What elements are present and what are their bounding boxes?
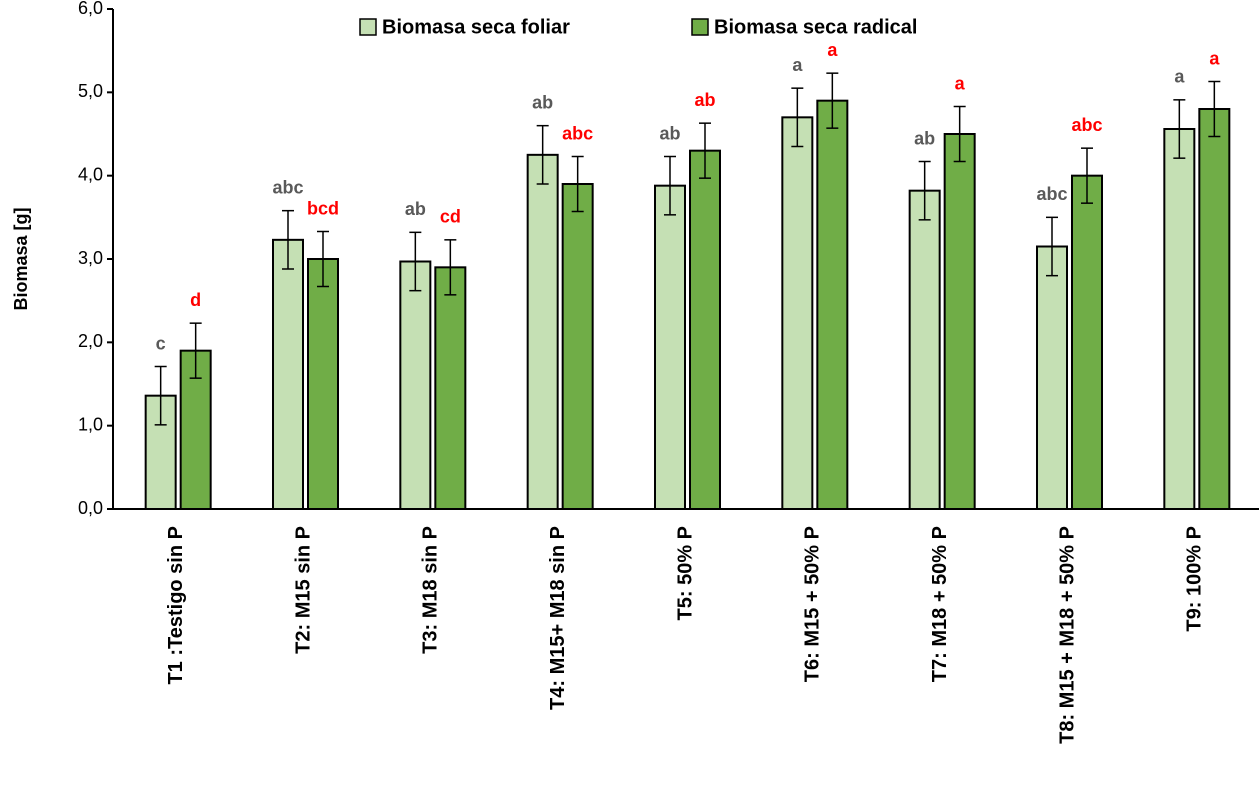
- error-bar: [444, 239, 457, 296]
- error-bar: [953, 105, 966, 163]
- error-bar: [699, 122, 711, 179]
- error-bar: [154, 365, 167, 426]
- error-bar: [791, 87, 804, 148]
- significance-letter: a: [827, 40, 838, 60]
- error-bar: [1081, 147, 1093, 204]
- significance-letter: a: [955, 73, 966, 93]
- significance-letter: c: [156, 333, 166, 353]
- bar: [908, 189, 941, 511]
- x-tick-label: T7: M18 + 50% P: [929, 526, 951, 682]
- y-tick-label: 3,0: [78, 248, 103, 268]
- x-tick-label: T6: M15 + 50% P: [802, 526, 824, 682]
- y-tick-label: 1,0: [78, 414, 103, 434]
- bar: [816, 99, 849, 511]
- y-tick-label: 2,0: [78, 331, 103, 351]
- legend-swatch: [359, 18, 377, 36]
- error-bar: [282, 209, 294, 270]
- legend-label: Biomasa seca foliar: [382, 16, 570, 38]
- bar: [1036, 245, 1068, 510]
- error-bar: [1208, 80, 1221, 138]
- error-bar: [317, 230, 329, 288]
- y-tick-label: 6,0: [78, 0, 103, 18]
- x-tick-label: T4: M15+ M18 sin P: [547, 526, 569, 710]
- bar: [434, 266, 467, 511]
- error-bar: [409, 231, 422, 292]
- significance-letter: abc: [562, 123, 593, 143]
- bar: [526, 153, 559, 510]
- x-tick-label: T3: M18 sin P: [420, 526, 442, 654]
- significance-letter: a: [1209, 48, 1220, 68]
- x-tick-label: T1 :Testigo sin P: [165, 526, 187, 685]
- error-bar: [1046, 216, 1058, 277]
- y-tick-label: 5,0: [78, 81, 103, 101]
- significance-letter: cd: [440, 207, 461, 227]
- significance-letter: bcd: [307, 198, 339, 218]
- bar: [1198, 108, 1231, 510]
- significance-letter: ab: [405, 199, 426, 219]
- significance-letter: a: [792, 55, 803, 75]
- error-bar: [536, 124, 549, 185]
- error-bar: [571, 155, 584, 213]
- significance-letter: abc: [272, 177, 303, 197]
- significance-letter: abc: [1071, 115, 1102, 135]
- legend-label: Biomasa seca radical: [714, 16, 917, 38]
- significance-letter: a: [1174, 67, 1185, 87]
- bar: [1071, 174, 1103, 511]
- x-tick-label: T9: 100% P: [1184, 526, 1206, 632]
- bar: [399, 260, 432, 510]
- bar: [307, 258, 339, 510]
- bar: [272, 238, 304, 510]
- y-tick-label: 0,0: [78, 498, 103, 518]
- significance-letter: abc: [1036, 184, 1067, 204]
- bar: [689, 149, 721, 511]
- bar: [1163, 128, 1196, 510]
- bar: [781, 116, 814, 510]
- x-tick-label: T2: M15 sin P: [292, 526, 314, 654]
- x-tick-label: T8: M15 + M18 + 50% P: [1056, 526, 1078, 744]
- error-bar: [1173, 99, 1186, 159]
- error-bar: [918, 160, 931, 221]
- y-tick-label: 4,0: [78, 164, 103, 184]
- error-bar: [826, 72, 839, 129]
- significance-letter: ab: [694, 90, 715, 110]
- significance-letter: ab: [532, 92, 553, 112]
- bar: [654, 184, 686, 511]
- significance-letter: d: [190, 290, 201, 310]
- bar: [561, 183, 594, 510]
- bar: [943, 133, 976, 510]
- error-bar: [189, 322, 202, 379]
- legend-swatch: [691, 18, 709, 36]
- error-bar: [664, 155, 676, 216]
- x-tick-label: T5: 50% P: [674, 526, 696, 620]
- y-axis-label: Biomasa [g]: [11, 207, 31, 310]
- significance-letter: ab: [914, 128, 935, 148]
- significance-letter: ab: [659, 123, 680, 143]
